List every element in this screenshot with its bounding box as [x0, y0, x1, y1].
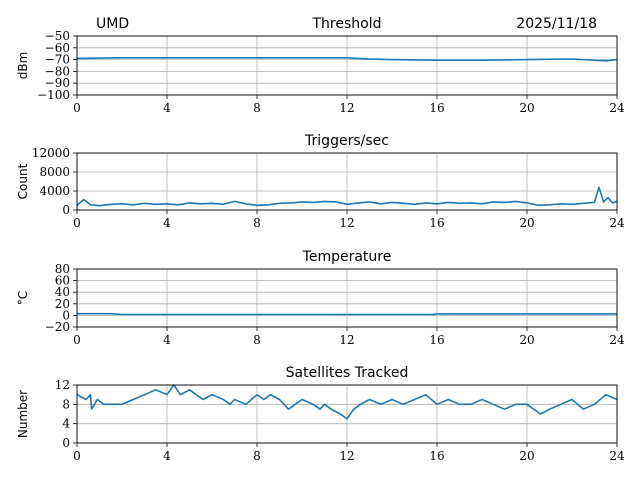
x-tick-label: 12	[339, 101, 354, 115]
x-tick-label: 4	[163, 449, 171, 463]
series-line	[76, 186, 618, 207]
x-tick-label: 24	[609, 216, 625, 230]
y-tick-label: −90	[45, 76, 70, 90]
y-tick-label: 80	[55, 262, 70, 276]
y-tick-label: −80	[45, 64, 70, 78]
y-axis-label: Number	[16, 390, 30, 438]
y-tick-label: 8	[62, 397, 70, 411]
x-tick-label: 16	[429, 333, 444, 347]
x-tick-label: 20	[519, 216, 534, 230]
x-tick-label: 20	[519, 333, 534, 347]
subplot-title: Temperature	[302, 249, 392, 265]
x-tick-label: 12	[339, 449, 354, 463]
x-tick-label: 12	[339, 333, 354, 347]
y-tick-label: −60	[45, 41, 70, 55]
x-tick-label: 4	[163, 216, 171, 230]
y-axis-label: Count	[16, 163, 30, 199]
x-tick-label: 4	[163, 333, 171, 347]
y-tick-label: 0	[62, 203, 70, 217]
subplot-1: 0 4 8 12 16 20 24 −100−90−80−70−60−50 Threshold d…	[16, 16, 625, 115]
y-tick-label: −20	[45, 320, 70, 334]
y-tick-label: 4	[62, 417, 70, 431]
series-line	[76, 384, 618, 420]
y-tick-label: 40	[55, 285, 70, 299]
y-tick-label: −70	[45, 53, 70, 67]
subplot-2: 0 4 8 12 16 20 24 0 4000 8000 12000 Triggers/sec Cou…	[16, 133, 625, 230]
subplots: 0 4 8 12 16 20 24 −100−90−80−70−60−50 Threshold d…	[16, 16, 625, 463]
subplot-title: Satellites Tracked	[286, 365, 409, 381]
subplot-title: Triggers/sec	[304, 133, 389, 149]
x-tick-label: 24	[609, 333, 625, 347]
x-tick-label: 16	[429, 216, 444, 230]
series-line	[77, 312, 617, 316]
x-tick-label: 16	[429, 101, 444, 115]
x-tick-label: 8	[253, 101, 261, 115]
y-tick-label: 20	[55, 297, 70, 311]
x-tick-label: 20	[519, 101, 534, 115]
y-tick-label: 12	[55, 378, 70, 392]
site-label: UMD	[96, 16, 129, 32]
x-tick-label: 24	[609, 101, 625, 115]
x-tick-label: 8	[253, 333, 261, 347]
x-tick-label: 8	[253, 449, 261, 463]
y-tick-label: 8000	[39, 165, 70, 179]
y-tick-label: 0	[62, 436, 70, 450]
x-tick-label: 24	[609, 449, 625, 463]
y-tick-label: −100	[37, 88, 70, 102]
subplot-4: 0 4 8 12 16 20 24 0 4 8 12 Satellites Tracked Number	[16, 365, 625, 463]
series-line	[76, 57, 618, 62]
x-tick-label: 0	[73, 449, 81, 463]
y-tick-label: 4000	[39, 184, 70, 198]
x-tick-label: 20	[519, 449, 534, 463]
x-tick-label: 8	[253, 216, 261, 230]
date-label: 2025/11/18	[516, 16, 597, 32]
y-axis-label: °C	[16, 291, 30, 305]
x-tick-label: 16	[429, 449, 444, 463]
x-tick-label: 0	[73, 101, 81, 115]
x-tick-label: 0	[73, 216, 81, 230]
y-tick-label: 60	[55, 274, 70, 288]
y-axis-label: dBm	[16, 52, 30, 80]
y-tick-label: 0	[62, 308, 70, 322]
y-tick-label: −50	[45, 29, 70, 43]
y-tick-label: 12000	[32, 146, 70, 160]
x-tick-label: 0	[73, 333, 81, 347]
subplot-title: Threshold	[312, 16, 382, 32]
x-tick-label: 12	[339, 216, 354, 230]
x-tick-label: 4	[163, 101, 171, 115]
